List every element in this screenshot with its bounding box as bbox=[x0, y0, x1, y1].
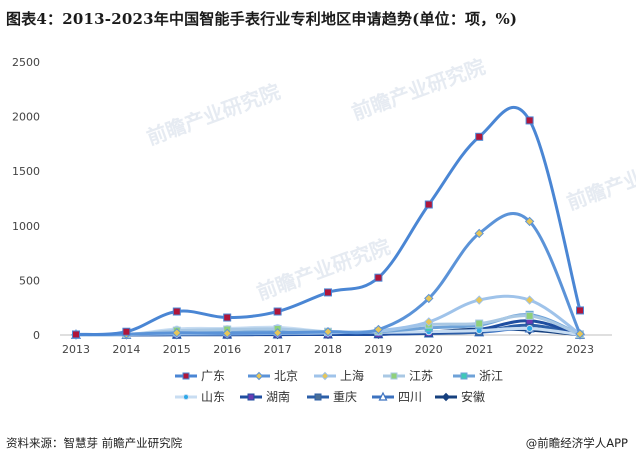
legend-item: 山东 bbox=[175, 390, 225, 404]
legend-swatch-marker bbox=[314, 393, 322, 401]
data-point bbox=[172, 328, 182, 338]
legend-swatch-marker bbox=[320, 371, 330, 381]
legend-item: 上海 bbox=[314, 368, 364, 383]
legend-label: 江苏 bbox=[409, 369, 433, 383]
data-point bbox=[474, 228, 484, 239]
data-point bbox=[575, 329, 585, 339]
watermark-text: 前瞻产业研究院 bbox=[564, 144, 636, 214]
data-point bbox=[524, 295, 535, 305]
data-point bbox=[524, 216, 535, 227]
credit-note: @前瞻经济学人APP bbox=[525, 436, 628, 450]
data-point bbox=[222, 328, 232, 339]
y-tick-label: 0 bbox=[33, 329, 40, 342]
source-note: 资料来源：智慧芽 前瞻产业研究院 bbox=[6, 436, 183, 450]
legend-label: 安徽 bbox=[461, 389, 485, 404]
series-line bbox=[75, 211, 582, 337]
x-tick-label: 2022 bbox=[516, 343, 544, 356]
legend-label: 重庆 bbox=[333, 390, 357, 404]
x-tick-label: 2021 bbox=[465, 343, 493, 356]
y-tick-label: 2500 bbox=[12, 56, 40, 69]
legend-item: 浙江 bbox=[453, 369, 503, 383]
legend-item: 广东 bbox=[175, 369, 225, 383]
y-tick-label: 2000 bbox=[12, 111, 40, 124]
x-tick-label: 2015 bbox=[163, 343, 191, 356]
legend-label: 山东 bbox=[201, 390, 225, 404]
legend-swatch-marker bbox=[378, 391, 388, 401]
chart-title: 图表4：2013-2023年中国智能手表行业专利地区申请趋势(单位：项，%) bbox=[6, 10, 518, 28]
data-point bbox=[374, 273, 383, 282]
legend-label: 广东 bbox=[201, 369, 225, 383]
y-tick-label: 1000 bbox=[12, 220, 40, 233]
x-tick-label: 2013 bbox=[62, 343, 90, 356]
series-layer bbox=[71, 105, 585, 340]
data-point bbox=[273, 307, 282, 316]
data-point bbox=[324, 288, 332, 297]
x-tick-label: 2014 bbox=[112, 343, 140, 356]
data-point bbox=[424, 293, 434, 304]
legend-item: 四川 bbox=[372, 390, 422, 404]
data-point bbox=[424, 200, 433, 209]
legend-swatch-marker bbox=[390, 372, 398, 380]
legend-item: 江苏 bbox=[383, 369, 433, 383]
legend-swatch-marker bbox=[441, 392, 451, 402]
data-point bbox=[122, 327, 131, 336]
data-point bbox=[72, 330, 80, 339]
x-tick-label: 2020 bbox=[415, 343, 443, 356]
watermark-text: 前瞻产业研究院 bbox=[349, 54, 489, 124]
x-tick-label: 2023 bbox=[566, 343, 594, 356]
legend-item: 安徽 bbox=[435, 389, 485, 404]
y-tick-label: 500 bbox=[19, 274, 40, 287]
legend-item: 重庆 bbox=[307, 390, 357, 404]
data-point bbox=[323, 327, 333, 337]
legend-label: 四川 bbox=[398, 390, 422, 404]
legend-label: 北京 bbox=[274, 369, 298, 383]
legend-item: 北京 bbox=[248, 369, 298, 383]
legend-swatch-marker bbox=[183, 394, 189, 400]
data-point bbox=[525, 311, 534, 320]
y-tick-label: 1500 bbox=[12, 165, 40, 178]
data-point bbox=[223, 313, 232, 322]
data-point bbox=[525, 116, 534, 125]
data-point bbox=[475, 132, 484, 141]
x-tick-label: 2018 bbox=[314, 343, 342, 356]
axes: 0 500 1000 1500 2000 2500 2013 2014 2015 2016 2017… bbox=[12, 56, 612, 356]
legend-label: 上海 bbox=[340, 368, 364, 383]
legend-swatch-marker bbox=[254, 371, 264, 381]
legend-swatch-marker bbox=[460, 372, 468, 380]
legend-label: 浙江 bbox=[479, 369, 503, 383]
data-point bbox=[576, 306, 584, 315]
data-point bbox=[373, 324, 384, 335]
legend-swatch-marker bbox=[182, 372, 190, 380]
data-point bbox=[424, 317, 434, 327]
legend-item: 湖南 bbox=[240, 389, 290, 404]
data-point bbox=[474, 295, 484, 305]
data-point bbox=[272, 328, 283, 338]
x-tick-label: 2017 bbox=[264, 343, 292, 356]
watermark-text: 前瞻产业研究院 bbox=[144, 79, 284, 149]
legend-label: 湖南 bbox=[266, 389, 290, 404]
data-point bbox=[475, 319, 484, 328]
x-tick-label: 2016 bbox=[213, 343, 241, 356]
data-point bbox=[526, 324, 534, 332]
legend-swatch-marker bbox=[247, 393, 255, 401]
data-point bbox=[172, 307, 181, 316]
x-tick-label: 2019 bbox=[364, 343, 392, 356]
series-广东 bbox=[72, 105, 584, 339]
